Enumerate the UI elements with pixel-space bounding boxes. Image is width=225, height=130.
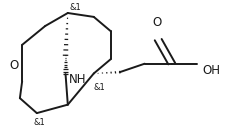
Text: O: O xyxy=(9,58,18,72)
Text: O: O xyxy=(152,16,161,29)
Text: NH: NH xyxy=(69,73,86,86)
Text: &1: &1 xyxy=(69,3,81,12)
Text: OH: OH xyxy=(201,64,219,77)
Text: &1: &1 xyxy=(33,118,45,127)
Text: &1: &1 xyxy=(93,83,105,92)
